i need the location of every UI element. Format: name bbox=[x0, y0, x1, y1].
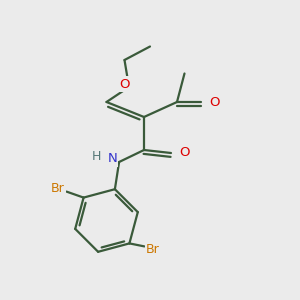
Text: O: O bbox=[119, 77, 130, 91]
Text: H: H bbox=[91, 149, 101, 163]
Text: O: O bbox=[209, 95, 220, 109]
Text: O: O bbox=[179, 146, 190, 160]
Text: N: N bbox=[108, 152, 117, 166]
Text: Br: Br bbox=[51, 182, 65, 195]
Text: Br: Br bbox=[146, 243, 160, 256]
